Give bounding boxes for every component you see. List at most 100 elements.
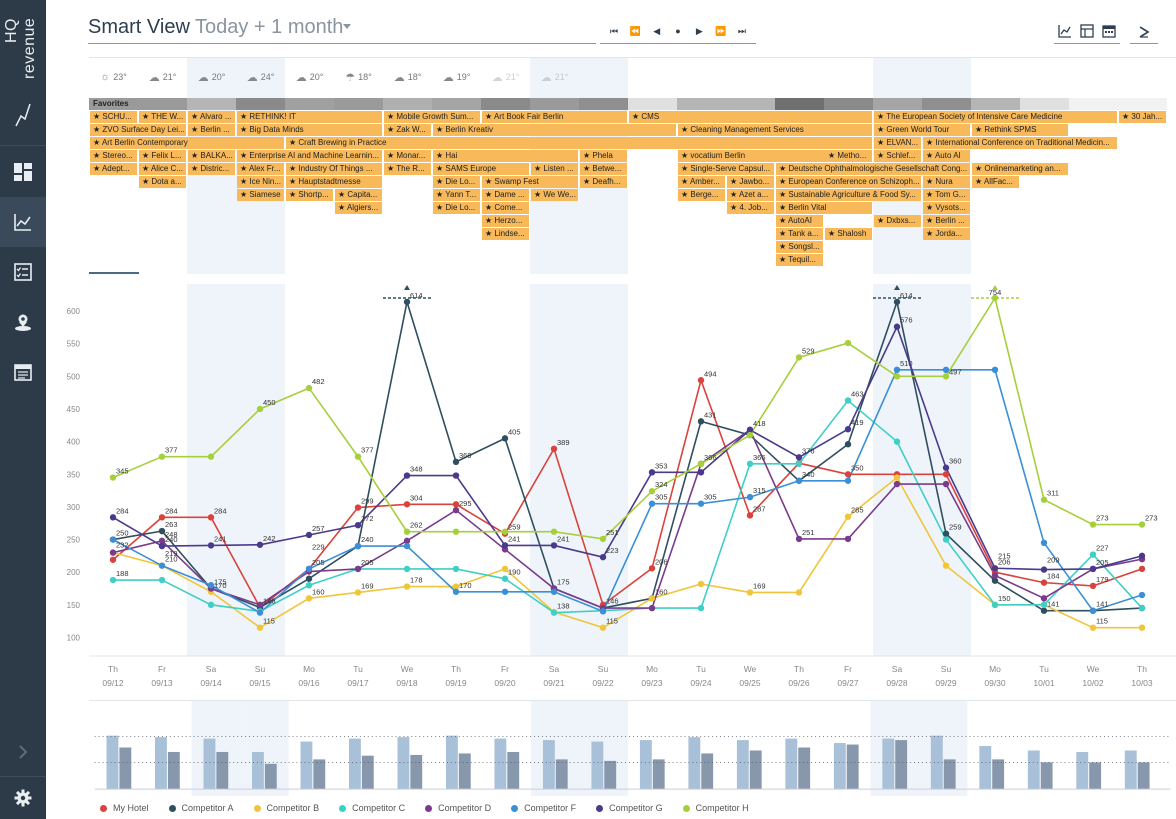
data-point[interactable]: [1138, 521, 1146, 528]
data-point[interactable]: [1089, 551, 1097, 558]
data-point[interactable]: [452, 472, 460, 479]
data-point[interactable]: [746, 493, 754, 501]
event-item[interactable]: ★ Herzo...: [482, 215, 530, 227]
series-line-competitor-b[interactable]: [112, 476, 1142, 629]
legend-item[interactable]: Competitor H: [682, 801, 749, 815]
event-item[interactable]: ★ Amber...: [678, 176, 726, 188]
data-point[interactable]: [305, 595, 313, 602]
event-item[interactable]: ★ Single-Serve Capsul...: [678, 163, 775, 175]
data-point[interactable]: [942, 480, 950, 488]
data-point[interactable]: [452, 506, 460, 514]
event-item[interactable]: ★ International Conference on Traditiona…: [923, 137, 1118, 149]
data-point[interactable]: [403, 542, 411, 550]
bar-primary[interactable]: [252, 751, 264, 790]
event-item[interactable]: ★ Deutsche Ophthalmologische Gesellschaf…: [776, 163, 971, 175]
data-point[interactable]: [697, 604, 705, 612]
nav-calendar[interactable]: [0, 347, 46, 397]
event-item[interactable]: ★ Berlin ...: [188, 124, 236, 136]
event-item[interactable]: ★ CMS: [629, 111, 873, 123]
event-item[interactable]: ★ Big Data Minds: [237, 124, 383, 136]
event-item[interactable]: ★ The European Society of Intensive Care…: [874, 111, 1118, 123]
data-point[interactable]: [501, 435, 509, 442]
data-point[interactable]: [648, 488, 656, 495]
data-point[interactable]: [991, 601, 999, 609]
data-point[interactable]: [893, 323, 901, 330]
data-point[interactable]: [452, 458, 460, 466]
table-view-button[interactable]: [1076, 20, 1098, 42]
data-point[interactable]: [893, 480, 901, 488]
data-point[interactable]: [648, 595, 656, 602]
event-item[interactable]: ★ Hai: [433, 150, 579, 162]
data-point[interactable]: [207, 453, 215, 460]
data-point[interactable]: [991, 366, 999, 374]
data-point[interactable]: [1040, 566, 1048, 573]
event-item[interactable]: ★ AutoAI: [776, 215, 824, 227]
series-line-competitor-d[interactable]: [112, 428, 1143, 609]
data-point[interactable]: [1040, 539, 1048, 547]
event-item[interactable]: ★ Schlef...: [874, 150, 922, 162]
bar-primary[interactable]: [300, 741, 313, 790]
data-point[interactable]: [1089, 582, 1097, 590]
event-item[interactable]: ★ Berlin Kreativ: [433, 124, 677, 136]
event-item[interactable]: ★ Zak W...: [384, 124, 432, 136]
data-point[interactable]: [158, 514, 166, 521]
data-point[interactable]: [942, 471, 950, 478]
event-item[interactable]: ★ Adept...: [90, 163, 138, 175]
data-point[interactable]: [795, 354, 803, 361]
data-point[interactable]: [158, 537, 166, 545]
data-point[interactable]: [991, 565, 999, 572]
bar-secondary[interactable]: [119, 747, 132, 790]
fast-forward-button[interactable]: ⏩: [715, 26, 727, 36]
bar-primary[interactable]: [203, 738, 216, 790]
event-item[interactable]: ★ Alice C...: [139, 163, 187, 175]
data-point[interactable]: [942, 366, 950, 374]
data-point[interactable]: [893, 438, 901, 445]
event-item[interactable]: ★ ZVO Surface Day Lei...: [90, 124, 187, 136]
data-point[interactable]: [452, 528, 460, 535]
data-point[interactable]: [697, 418, 705, 425]
data-point[interactable]: [942, 562, 950, 569]
bar-secondary[interactable]: [798, 747, 811, 790]
series-line-competitor-h[interactable]: [112, 295, 1142, 540]
data-point[interactable]: [795, 535, 803, 543]
legend-item[interactable]: Competitor A: [168, 801, 234, 815]
data-point[interactable]: [648, 469, 656, 476]
event-item[interactable]: ★ Craft Brewing in Practice: [286, 137, 873, 149]
data-point[interactable]: [599, 608, 607, 615]
data-point[interactable]: [991, 577, 999, 584]
data-point[interactable]: [1138, 604, 1146, 612]
data-point[interactable]: [158, 562, 166, 569]
data-point[interactable]: [1040, 607, 1048, 614]
event-item[interactable]: ★ BALKA...: [188, 150, 236, 162]
data-point[interactable]: [501, 542, 509, 549]
event-item[interactable]: ★ Die Lo...: [433, 202, 481, 214]
event-item[interactable]: ★ Art Book Fair Berlin: [482, 111, 628, 123]
bar-secondary[interactable]: [1089, 762, 1102, 790]
data-point[interactable]: [599, 535, 607, 543]
event-item[interactable]: ★ Siamese: [237, 189, 285, 201]
data-point[interactable]: [648, 604, 656, 612]
event-item[interactable]: ★ Betwe...: [580, 163, 628, 175]
data-point[interactable]: [158, 542, 166, 550]
today-button[interactable]: ●: [675, 26, 681, 36]
data-point[interactable]: [305, 384, 313, 392]
data-point[interactable]: [1138, 624, 1146, 631]
share-button[interactable]: [1130, 20, 1158, 44]
data-point[interactable]: [697, 500, 705, 507]
series-line-competitor-a[interactable]: [112, 298, 1143, 612]
legend-item[interactable]: Competitor C: [339, 801, 405, 815]
event-item[interactable]: ★ European Conference on Schizoph...: [776, 176, 922, 188]
data-point[interactable]: [697, 580, 705, 588]
first-page-button[interactable]: ⏮: [609, 26, 619, 36]
data-point[interactable]: [746, 431, 754, 439]
legend-item[interactable]: Competitor G: [596, 801, 663, 815]
data-point[interactable]: [1040, 496, 1048, 503]
caret-down-icon[interactable]: [343, 24, 351, 29]
bar-primary[interactable]: [882, 738, 895, 790]
data-point[interactable]: [1138, 565, 1146, 573]
event-item[interactable]: ★ RETHINK! IT: [237, 111, 383, 123]
bar-primary[interactable]: [785, 738, 798, 790]
bar-secondary[interactable]: [361, 755, 374, 790]
event-item[interactable]: ★ Monar...: [384, 150, 432, 162]
event-item[interactable]: ★ Capita...: [335, 189, 383, 201]
